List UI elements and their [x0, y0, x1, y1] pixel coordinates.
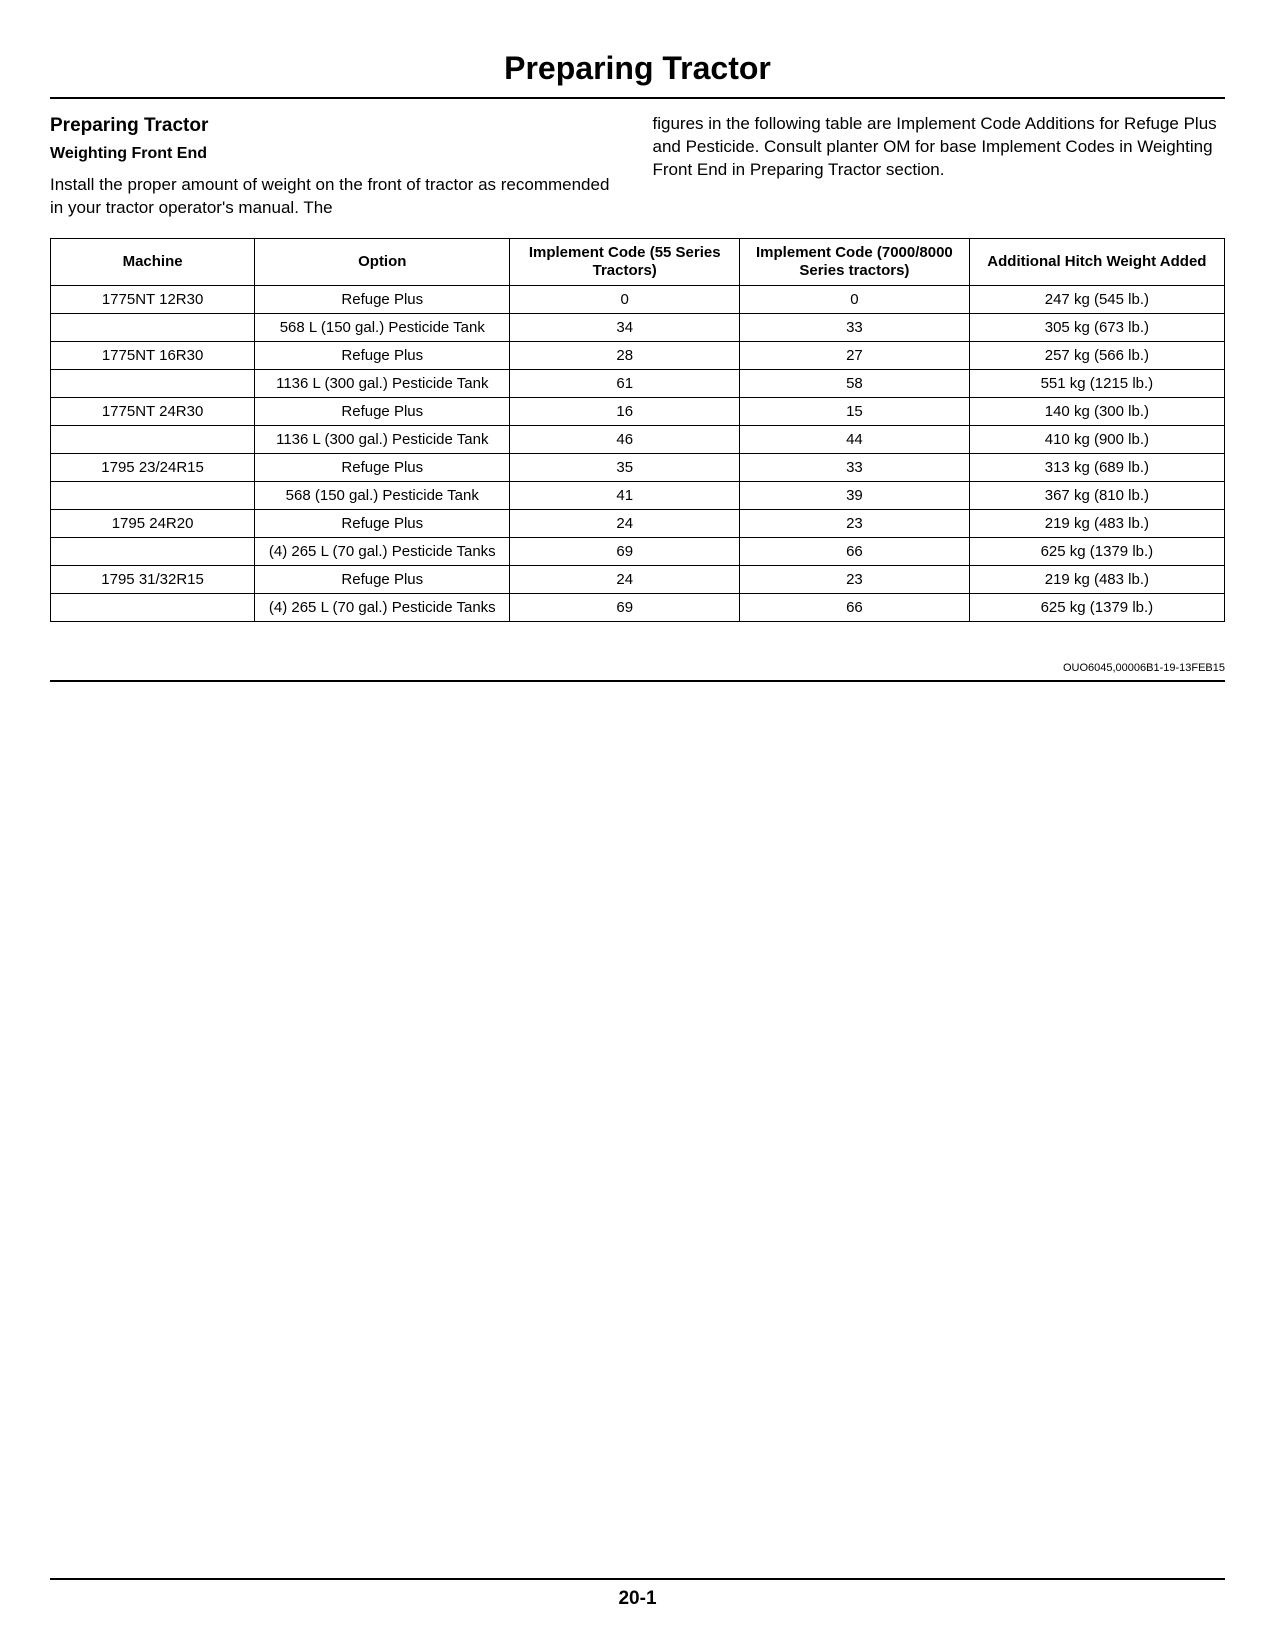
table-row: 1136 L (300 gal.) Pesticide Tank6158551 … [51, 370, 1225, 398]
table-cell: 367 kg (810 lb.) [969, 482, 1224, 510]
document-title: Preparing Tractor [50, 50, 1225, 87]
table-cell: 1136 L (300 gal.) Pesticide Tank [255, 426, 510, 454]
table-cell: 313 kg (689 lb.) [969, 454, 1224, 482]
table-cell: 23 [740, 510, 970, 538]
table-cell: 27 [740, 342, 970, 370]
table-row: 1136 L (300 gal.) Pesticide Tank4644410 … [51, 426, 1225, 454]
weight-table: MachineOptionImplement Code (55 Series T… [50, 238, 1225, 622]
table-cell: 35 [510, 454, 740, 482]
table-cell: Refuge Plus [255, 510, 510, 538]
table-cell: 41 [510, 482, 740, 510]
table-cell: 1775NT 16R30 [51, 342, 255, 370]
table-cell: 15 [740, 398, 970, 426]
page-footer: 20-1 [50, 1578, 1225, 1610]
table-cell [51, 482, 255, 510]
footer-rule [50, 1578, 1225, 1580]
table-cell: 1795 31/32R15 [51, 566, 255, 594]
intro-paragraph-right: figures in the following table are Imple… [653, 113, 1226, 182]
table-cell: 44 [740, 426, 970, 454]
section-title: Preparing Tractor [50, 113, 623, 139]
intro-columns: Preparing Tractor Weighting Front End In… [50, 113, 1225, 220]
table-row: 1795 24R20Refuge Plus2423219 kg (483 lb.… [51, 510, 1225, 538]
table-cell: 58 [740, 370, 970, 398]
table-cell: Refuge Plus [255, 398, 510, 426]
table-header-cell: Option [255, 239, 510, 286]
table-cell: 247 kg (545 lb.) [969, 286, 1224, 314]
table-cell: 69 [510, 538, 740, 566]
table-cell: 33 [740, 314, 970, 342]
table-cell: 219 kg (483 lb.) [969, 566, 1224, 594]
table-cell: 625 kg (1379 lb.) [969, 538, 1224, 566]
document-code: OUO6045,00006B1-19-13FEB15 [50, 662, 1225, 682]
table-cell: 257 kg (566 lb.) [969, 342, 1224, 370]
table-cell: 1136 L (300 gal.) Pesticide Tank [255, 370, 510, 398]
table-cell: 66 [740, 594, 970, 622]
table-cell: 568 (150 gal.) Pesticide Tank [255, 482, 510, 510]
table-cell: 1795 23/24R15 [51, 454, 255, 482]
table-cell: 66 [740, 538, 970, 566]
table-cell: 1775NT 12R30 [51, 286, 255, 314]
table-cell: 305 kg (673 lb.) [969, 314, 1224, 342]
table-cell: 16 [510, 398, 740, 426]
table-cell: (4) 265 L (70 gal.) Pesticide Tanks [255, 538, 510, 566]
table-row: 1795 23/24R15Refuge Plus3533313 kg (689 … [51, 454, 1225, 482]
table-cell: 551 kg (1215 lb.) [969, 370, 1224, 398]
table-cell: 140 kg (300 lb.) [969, 398, 1224, 426]
table-cell: 1775NT 24R30 [51, 398, 255, 426]
table-cell: 69 [510, 594, 740, 622]
table-cell: 219 kg (483 lb.) [969, 510, 1224, 538]
table-cell: 568 L (150 gal.) Pesticide Tank [255, 314, 510, 342]
table-cell: Refuge Plus [255, 566, 510, 594]
table-header-cell: Additional Hitch Weight Added [969, 239, 1224, 286]
table-row: 568 L (150 gal.) Pesticide Tank3433305 k… [51, 314, 1225, 342]
table-row: 1775NT 12R30Refuge Plus00247 kg (545 lb.… [51, 286, 1225, 314]
table-row: (4) 265 L (70 gal.) Pesticide Tanks69666… [51, 594, 1225, 622]
table-cell: (4) 265 L (70 gal.) Pesticide Tanks [255, 594, 510, 622]
intro-paragraph-left: Install the proper amount of weight on t… [50, 174, 623, 220]
table-cell: 23 [740, 566, 970, 594]
table-cell: 34 [510, 314, 740, 342]
table-cell [51, 594, 255, 622]
table-cell: 46 [510, 426, 740, 454]
table-cell: 1795 24R20 [51, 510, 255, 538]
table-cell: 410 kg (900 lb.) [969, 426, 1224, 454]
table-header-cell: Implement Code (55 Series Tractors) [510, 239, 740, 286]
table-header-row: MachineOptionImplement Code (55 Series T… [51, 239, 1225, 286]
table-cell [51, 538, 255, 566]
table-cell: 33 [740, 454, 970, 482]
page-number: 20-1 [50, 1588, 1225, 1610]
right-column: figures in the following table are Imple… [653, 113, 1226, 220]
table-cell: 61 [510, 370, 740, 398]
table-cell [51, 370, 255, 398]
table-cell: 28 [510, 342, 740, 370]
table-header-cell: Implement Code (7000/8000 Series tractor… [740, 239, 970, 286]
table-header-cell: Machine [51, 239, 255, 286]
subsection-title: Weighting Front End [50, 143, 623, 165]
title-rule [50, 97, 1225, 99]
table-cell [51, 314, 255, 342]
left-column: Preparing Tractor Weighting Front End In… [50, 113, 623, 220]
table-cell [51, 426, 255, 454]
table-row: 1795 31/32R15Refuge Plus2423219 kg (483 … [51, 566, 1225, 594]
table-row: 568 (150 gal.) Pesticide Tank4139367 kg … [51, 482, 1225, 510]
table-cell: 0 [510, 286, 740, 314]
table-cell: 39 [740, 482, 970, 510]
table-cell: 625 kg (1379 lb.) [969, 594, 1224, 622]
table-row: (4) 265 L (70 gal.) Pesticide Tanks69666… [51, 538, 1225, 566]
table-cell: 24 [510, 510, 740, 538]
table-cell: 0 [740, 286, 970, 314]
table-cell: Refuge Plus [255, 286, 510, 314]
table-row: 1775NT 24R30Refuge Plus1615140 kg (300 l… [51, 398, 1225, 426]
table-cell: 24 [510, 566, 740, 594]
table-cell: Refuge Plus [255, 454, 510, 482]
table-row: 1775NT 16R30Refuge Plus2827257 kg (566 l… [51, 342, 1225, 370]
table-cell: Refuge Plus [255, 342, 510, 370]
